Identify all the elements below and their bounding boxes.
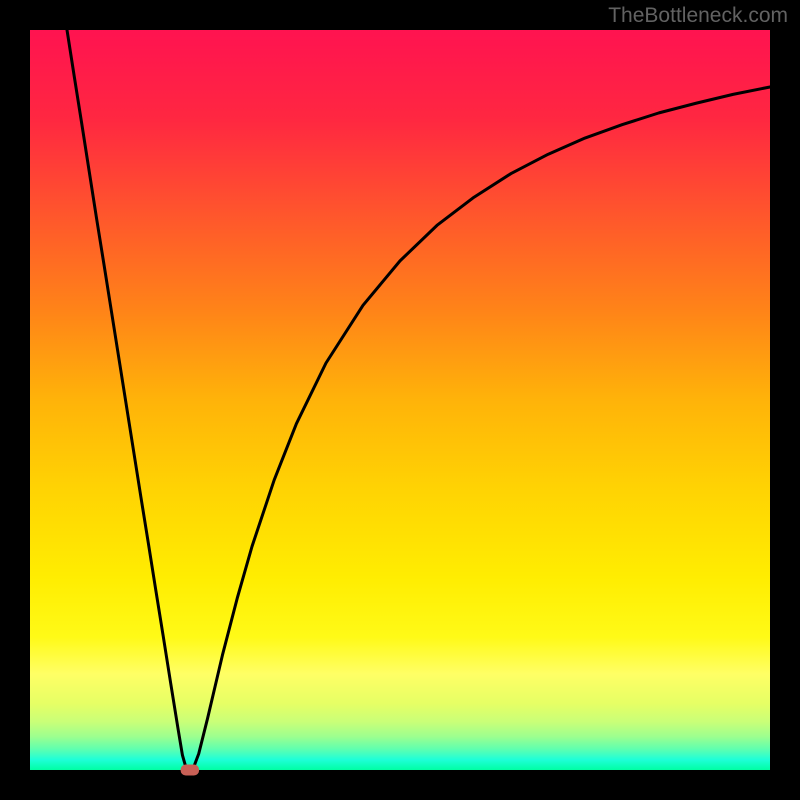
- watermark-text: TheBottleneck.com: [608, 4, 788, 28]
- chart-svg: [0, 0, 800, 800]
- bottleneck-chart: TheBottleneck.com: [0, 0, 800, 800]
- optimum-marker: [181, 764, 200, 775]
- chart-plot-area: [30, 30, 770, 770]
